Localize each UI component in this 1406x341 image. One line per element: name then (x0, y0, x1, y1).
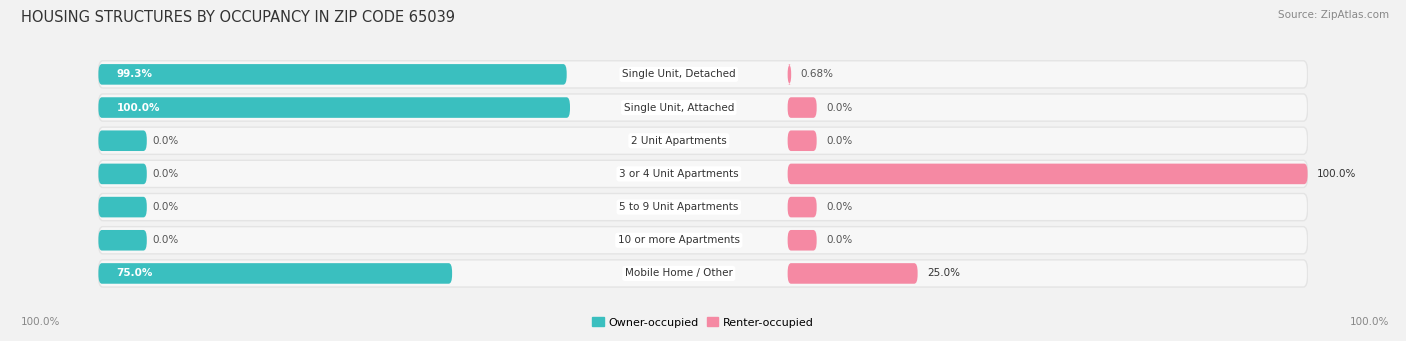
FancyBboxPatch shape (787, 263, 918, 284)
FancyBboxPatch shape (98, 164, 146, 184)
Legend: Owner-occupied, Renter-occupied: Owner-occupied, Renter-occupied (588, 313, 818, 332)
FancyBboxPatch shape (98, 260, 1308, 287)
FancyBboxPatch shape (787, 131, 817, 151)
FancyBboxPatch shape (98, 230, 146, 251)
Text: 100.0%: 100.0% (1317, 169, 1357, 179)
FancyBboxPatch shape (98, 131, 146, 151)
Text: 100.0%: 100.0% (117, 103, 160, 113)
Text: 100.0%: 100.0% (1350, 317, 1389, 327)
Text: 0.68%: 0.68% (801, 69, 834, 79)
FancyBboxPatch shape (98, 263, 453, 284)
Text: 0.0%: 0.0% (827, 235, 852, 245)
Text: 0.0%: 0.0% (827, 202, 852, 212)
Text: 0.0%: 0.0% (153, 169, 179, 179)
Text: 0.0%: 0.0% (153, 136, 179, 146)
Text: Source: ZipAtlas.com: Source: ZipAtlas.com (1278, 10, 1389, 20)
FancyBboxPatch shape (787, 230, 817, 251)
Text: 0.0%: 0.0% (827, 136, 852, 146)
FancyBboxPatch shape (98, 193, 1308, 221)
FancyBboxPatch shape (787, 97, 817, 118)
FancyBboxPatch shape (98, 160, 1308, 188)
FancyBboxPatch shape (98, 64, 567, 85)
Text: 75.0%: 75.0% (117, 268, 153, 279)
FancyBboxPatch shape (98, 61, 1308, 88)
FancyBboxPatch shape (787, 197, 817, 217)
Text: HOUSING STRUCTURES BY OCCUPANCY IN ZIP CODE 65039: HOUSING STRUCTURES BY OCCUPANCY IN ZIP C… (21, 10, 456, 25)
FancyBboxPatch shape (98, 94, 1308, 121)
FancyBboxPatch shape (787, 64, 792, 85)
Text: 3 or 4 Unit Apartments: 3 or 4 Unit Apartments (619, 169, 738, 179)
Text: 99.3%: 99.3% (117, 69, 153, 79)
FancyBboxPatch shape (787, 164, 1308, 184)
Text: 0.0%: 0.0% (153, 202, 179, 212)
Text: 25.0%: 25.0% (928, 268, 960, 279)
Text: 0.0%: 0.0% (153, 235, 179, 245)
Text: Mobile Home / Other: Mobile Home / Other (624, 268, 733, 279)
Text: 100.0%: 100.0% (21, 317, 60, 327)
FancyBboxPatch shape (98, 197, 146, 217)
Text: 2 Unit Apartments: 2 Unit Apartments (631, 136, 727, 146)
Text: 5 to 9 Unit Apartments: 5 to 9 Unit Apartments (619, 202, 738, 212)
Text: Single Unit, Attached: Single Unit, Attached (624, 103, 734, 113)
Text: 0.0%: 0.0% (827, 103, 852, 113)
FancyBboxPatch shape (98, 127, 1308, 154)
Text: 10 or more Apartments: 10 or more Apartments (617, 235, 740, 245)
Text: Single Unit, Detached: Single Unit, Detached (621, 69, 735, 79)
FancyBboxPatch shape (98, 227, 1308, 254)
FancyBboxPatch shape (98, 97, 569, 118)
